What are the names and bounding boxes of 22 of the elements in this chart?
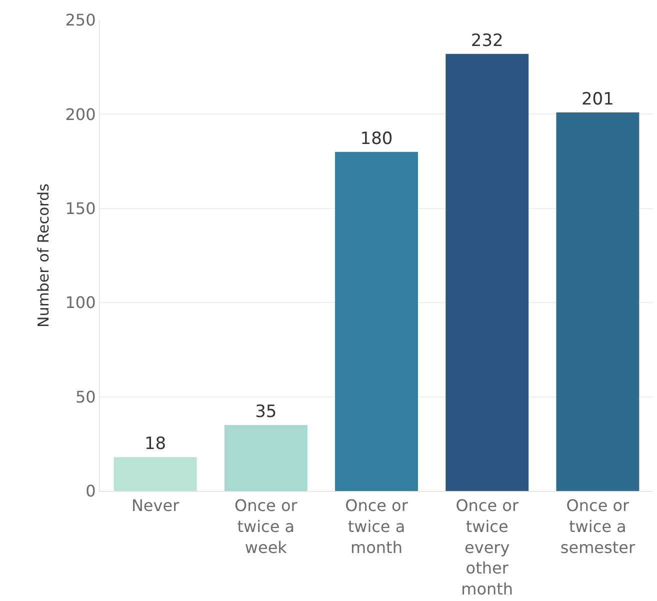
bar <box>335 152 418 491</box>
bar <box>556 112 640 491</box>
y-tick-label: 100 <box>65 293 96 312</box>
data-label: 35 <box>255 402 277 422</box>
y-tick-label: 150 <box>65 199 96 218</box>
y-tick-label: 250 <box>65 10 96 30</box>
y-tick-label: 50 <box>75 387 96 406</box>
y-tick-label: 0 <box>86 482 96 501</box>
data-label: 201 <box>581 89 614 110</box>
bar <box>224 425 308 491</box>
data-label: 18 <box>144 434 166 454</box>
bar <box>446 54 529 491</box>
x-tick-label: Never <box>131 496 180 516</box>
x-tick-label: Once or twice a semester <box>560 496 636 557</box>
y-tick-label: 200 <box>65 104 96 124</box>
bar <box>114 457 197 491</box>
x-tick-label: Once or twice every other month <box>456 496 519 598</box>
data-label: 180 <box>360 128 393 149</box>
x-tick-label: Once or twice a week <box>234 496 298 557</box>
y-axis-title: Number of Records <box>34 183 53 328</box>
data-label: 232 <box>470 30 504 51</box>
x-tick-label: Once or twice a month <box>345 496 408 557</box>
